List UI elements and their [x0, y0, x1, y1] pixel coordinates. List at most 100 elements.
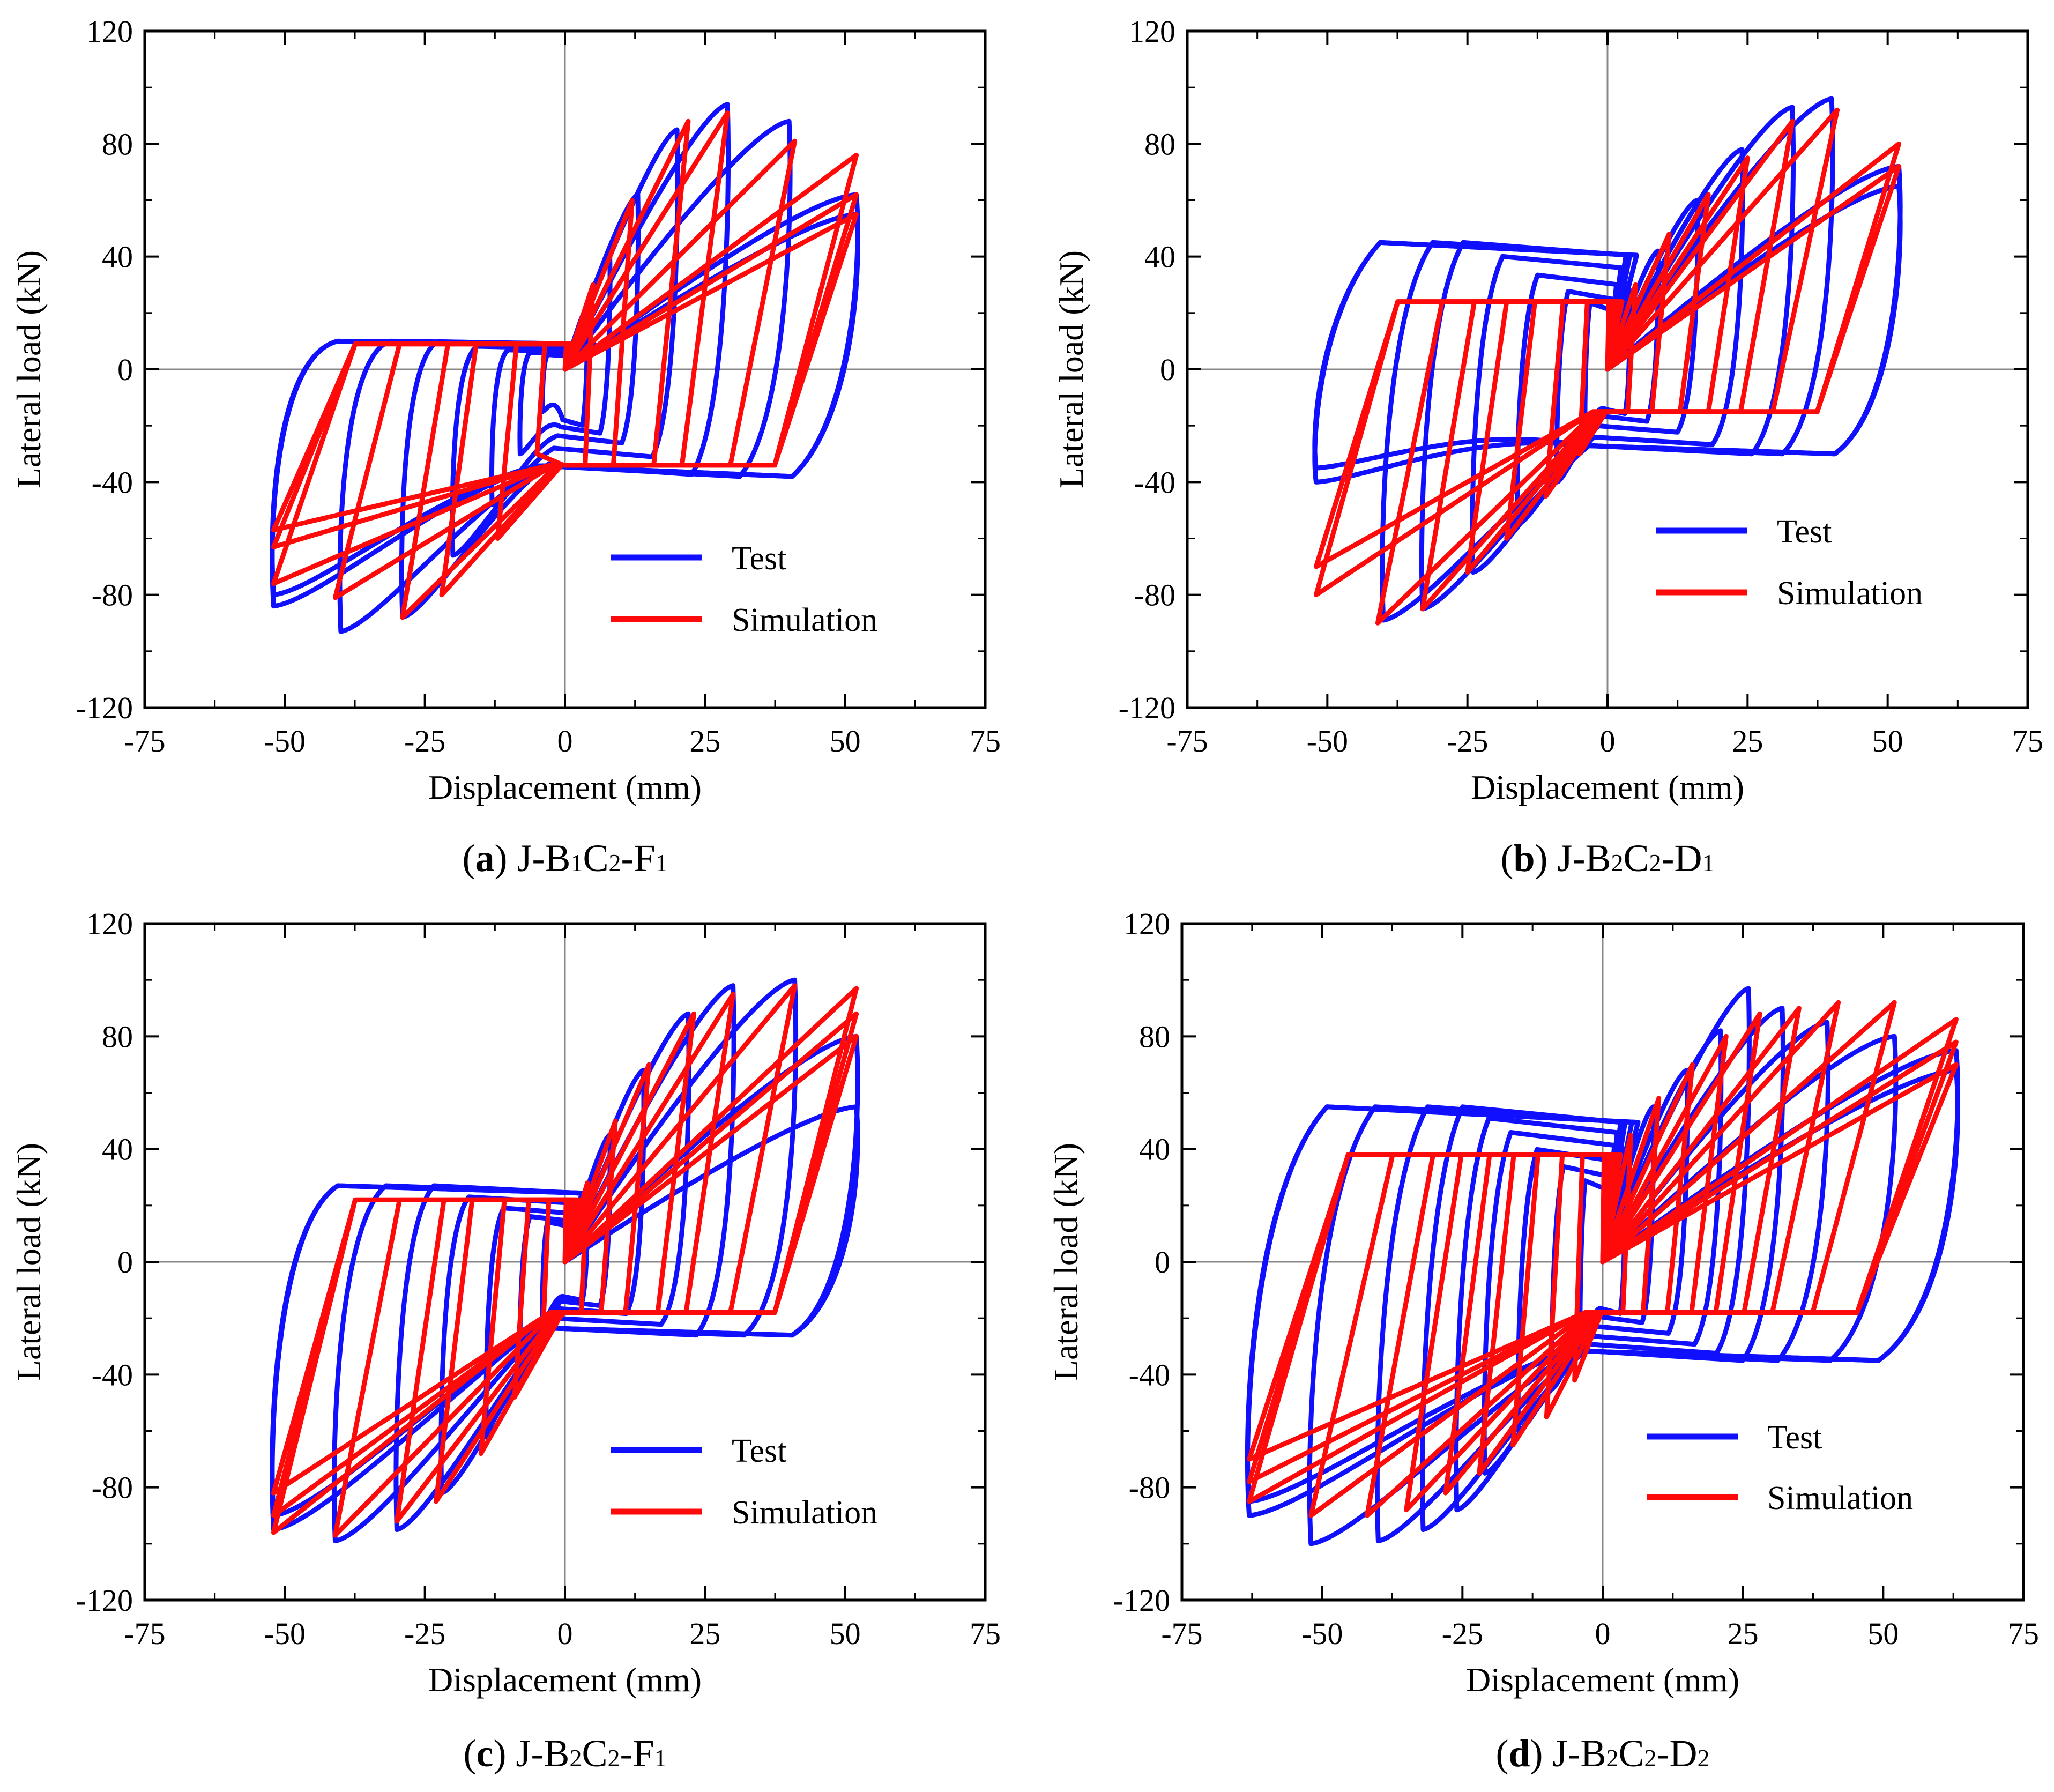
caption-subscript: 2	[607, 1744, 620, 1772]
hysteresis-loop-test-5	[399, 102, 731, 620]
x-tick-label: 0	[557, 724, 573, 759]
caption-subscript: 2	[1698, 1744, 1710, 1772]
y-tick-label: -40	[92, 1357, 133, 1392]
x-tick-label: -50	[264, 1616, 306, 1651]
legend-label-test: Test	[1777, 514, 1832, 550]
caption-part: c	[476, 1732, 493, 1775]
caption-part: )	[1530, 1732, 1543, 1775]
caption-part: (	[1500, 837, 1513, 880]
panel-caption: (a) J-B1C2-F1	[462, 837, 667, 880]
x-axis-title: Displacement (mm)	[428, 1661, 702, 1699]
x-tick-label: -25	[1447, 724, 1488, 759]
x-tick-label: 50	[830, 724, 861, 759]
hysteresis-loop-simulation-9	[271, 1033, 859, 1496]
series-simulation	[271, 983, 859, 1538]
x-tick-label: -75	[124, 1616, 165, 1651]
caption-part: J-B	[1547, 837, 1611, 880]
y-tick-label: -80	[92, 1470, 133, 1505]
x-tick-label: 50	[830, 1616, 861, 1651]
caption-part: )	[494, 837, 507, 880]
hysteresis-loop-simulation-8	[1313, 163, 1902, 569]
legend: Test Simulation	[1656, 514, 1923, 612]
x-tick-label: 75	[2012, 724, 2043, 759]
legend-label-simulation: Simulation	[1767, 1480, 1913, 1516]
x-tick-label: 0	[557, 1616, 573, 1651]
hysteresis-loop-test-4	[438, 1011, 691, 1496]
y-tick-label: -80	[92, 578, 133, 613]
y-tick-label: 120	[1123, 906, 1170, 941]
chart-panel-b: -75 -50 -25 0 25 50 75 -120 -80 -40 0 40 80 120 Displa…	[1052, 14, 2043, 880]
legend: Test Simulation	[1647, 1419, 1913, 1516]
x-tick-label: -25	[1442, 1616, 1483, 1651]
y-axis-title: Lateral load (kN)	[1047, 1143, 1085, 1381]
y-tick-label: -40	[1129, 1357, 1170, 1392]
y-tick-label: 40	[102, 240, 133, 274]
hysteresis-loop-simulation-8	[271, 212, 859, 533]
x-tick-label: 0	[1595, 1616, 1611, 1651]
x-tick-label: 0	[1600, 724, 1616, 759]
y-tick-label: 80	[1144, 127, 1175, 161]
legend-label-test: Test	[1767, 1419, 1822, 1456]
legend-label-simulation: Simulation	[732, 1494, 877, 1531]
hysteresis-loop-test-2	[1554, 248, 1661, 485]
y-tick-label: -120	[76, 690, 133, 725]
y-tick-label: 80	[1139, 1019, 1170, 1054]
y-tick-label: 120	[1129, 14, 1175, 49]
legend-label-simulation: Simulation	[1777, 575, 1923, 612]
x-tick-label: -75	[1161, 1616, 1202, 1651]
caption-subscript: 1	[570, 849, 583, 876]
caption-part: (	[462, 837, 475, 880]
panel-caption: (b) J-B2C2-D1	[1500, 837, 1714, 880]
caption-subscript: 1	[1702, 849, 1715, 876]
caption-subscript: 1	[656, 849, 668, 876]
caption-subscript: 2	[1606, 1744, 1619, 1772]
caption-part: J-B	[1543, 1732, 1606, 1775]
x-tick-label: -75	[1166, 724, 1208, 759]
caption-subscript: 2	[1649, 849, 1662, 876]
x-tick-label: 25	[1728, 1616, 1759, 1651]
y-tick-label: 40	[102, 1132, 133, 1167]
hysteresis-loop-simulation-11	[1247, 1062, 1959, 1462]
hysteresis-loop-test-8	[270, 212, 860, 598]
caption-part: C	[583, 837, 608, 880]
caption-part: a	[475, 837, 494, 880]
series-test	[270, 977, 860, 1544]
y-tick-label: -40	[92, 465, 133, 500]
caption-part: C	[582, 1732, 607, 1775]
legend-label-simulation: Simulation	[732, 602, 877, 638]
y-tick-label: 0	[117, 352, 133, 387]
panel-caption: (d) J-B2C2-D2	[1495, 1732, 1709, 1775]
y-tick-label: 120	[86, 14, 133, 49]
caption-part: )	[1535, 837, 1548, 880]
x-tick-label: 25	[1732, 724, 1763, 759]
caption-part: -F	[620, 1732, 654, 1775]
caption-part: -D	[1662, 837, 1702, 880]
x-axis-title: Displacement (mm)	[1466, 1661, 1739, 1699]
x-axis-title: Displacement (mm)	[1471, 768, 1744, 806]
caption-part: -D	[1657, 1732, 1698, 1775]
x-axis-title: Displacement (mm)	[428, 768, 702, 806]
caption-part: (	[1495, 1732, 1508, 1775]
x-tick-label: -25	[404, 1616, 445, 1651]
series-simulation	[1313, 107, 1902, 626]
caption-part: (	[463, 1732, 476, 1775]
y-tick-label: -80	[1129, 1470, 1170, 1505]
x-tick-label: 25	[689, 1616, 720, 1651]
y-axis-title: Lateral load (kN)	[10, 1143, 48, 1381]
caption-part: J-B	[507, 837, 570, 880]
y-tick-label: -40	[1134, 465, 1175, 500]
x-tick-label: 50	[1872, 724, 1903, 759]
y-axis-title: Lateral load (kN)	[1052, 250, 1090, 488]
x-tick-label: 75	[970, 1616, 1001, 1651]
x-tick-label: 75	[2008, 1616, 2039, 1651]
legend-label-test: Test	[732, 540, 786, 577]
caption-subscript: 2	[569, 1744, 582, 1772]
caption-part: b	[1513, 837, 1535, 880]
x-tick-label: 50	[1867, 1616, 1899, 1651]
y-tick-label: 80	[102, 127, 133, 161]
x-tick-label: -50	[1301, 1616, 1343, 1651]
x-tick-label: 25	[689, 724, 720, 759]
caption-part: )	[493, 1732, 506, 1775]
x-tick-label: 75	[970, 724, 1001, 759]
